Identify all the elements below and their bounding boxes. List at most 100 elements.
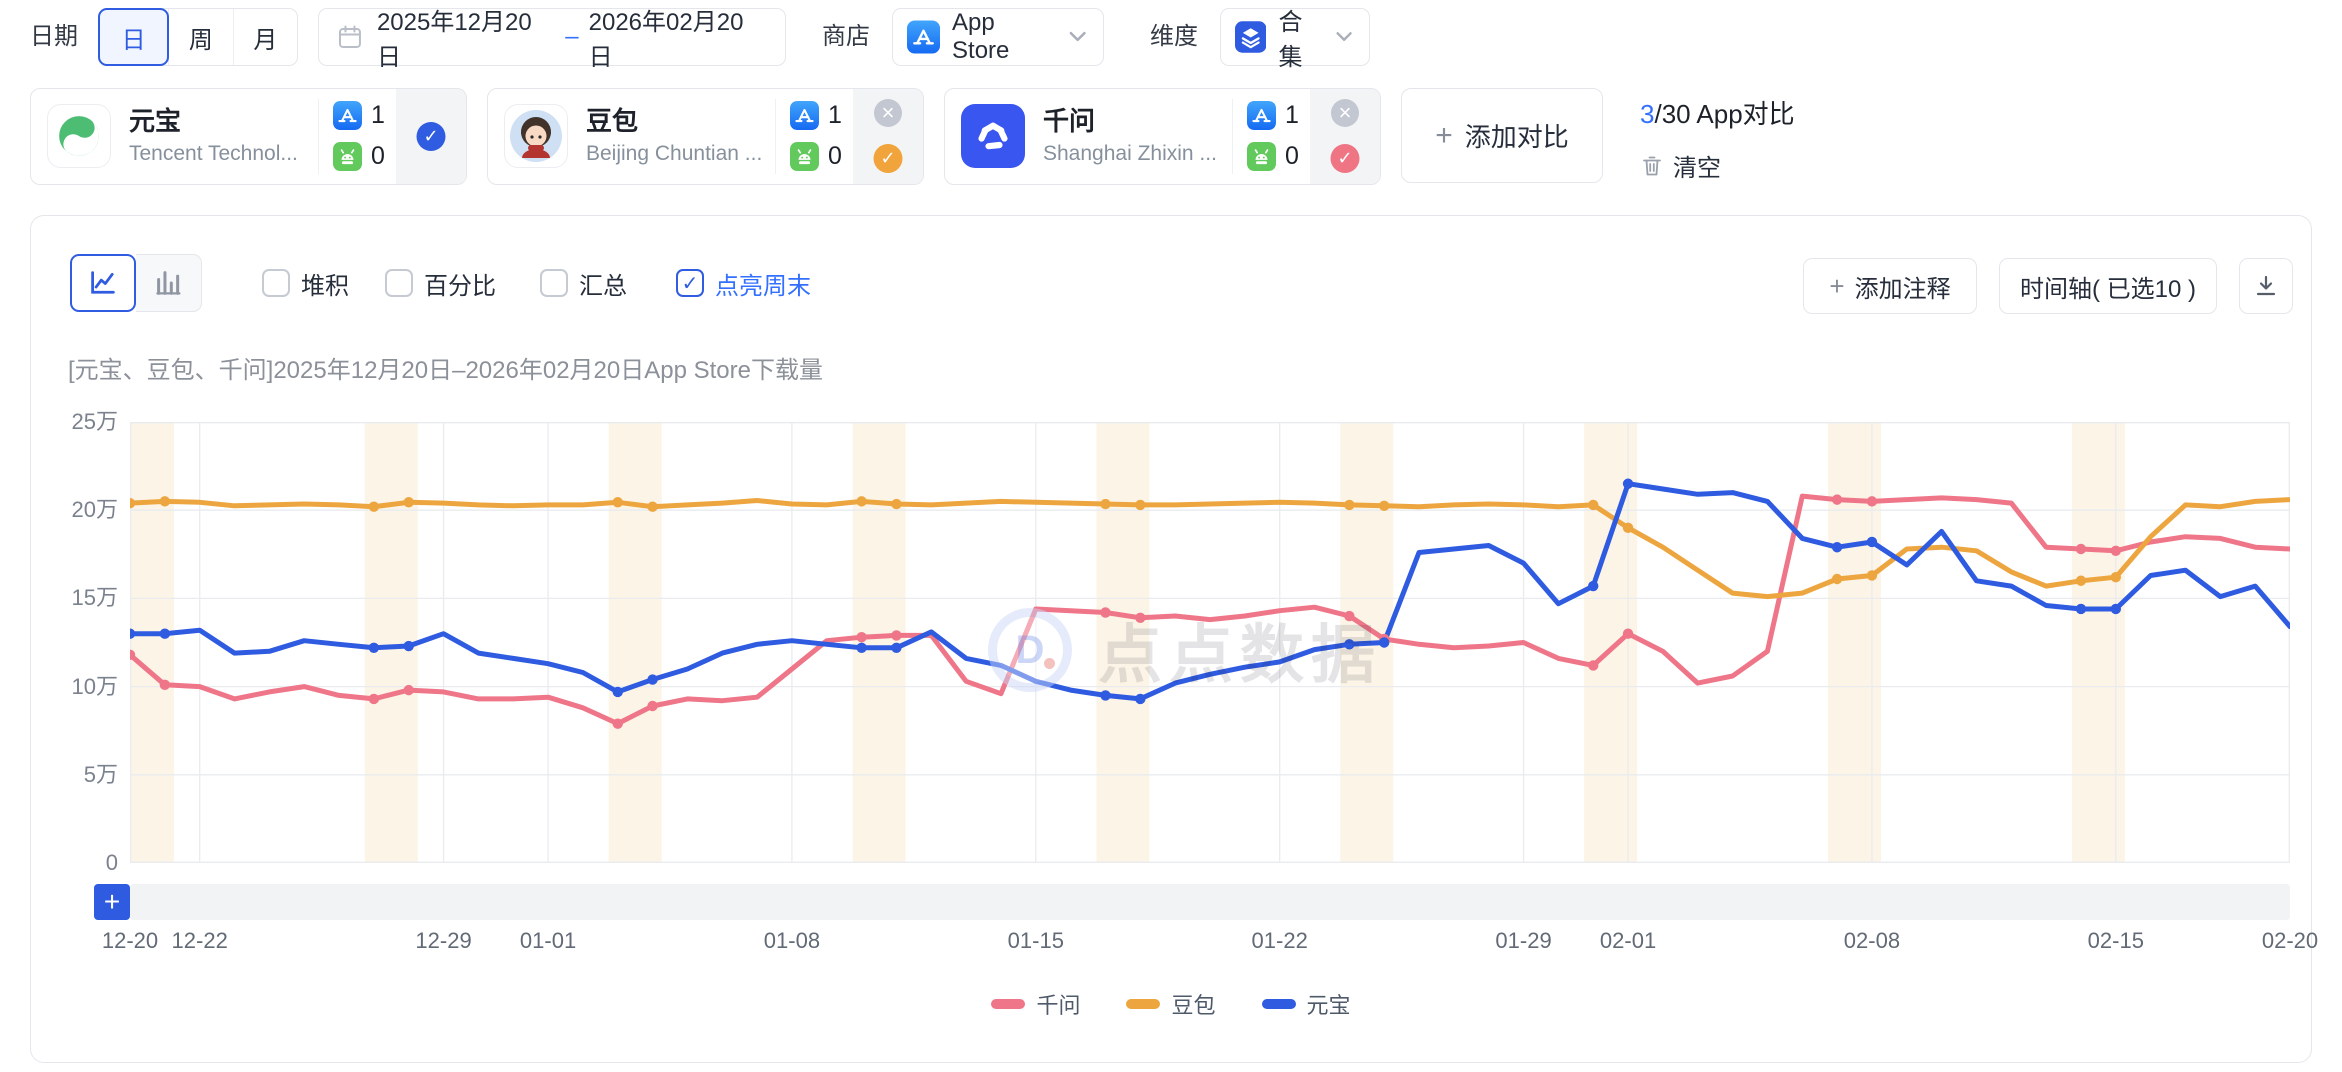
- store-select[interactable]: App Store: [892, 8, 1104, 66]
- data-point-元宝[interactable]: [1831, 542, 1843, 553]
- doubao-app-icon: [504, 104, 568, 168]
- data-point-元宝[interactable]: [1100, 690, 1111, 701]
- data-point-千问[interactable]: [368, 693, 380, 705]
- plot-area[interactable]: [130, 422, 2290, 863]
- data-point-千问[interactable]: [891, 630, 902, 641]
- x-tick-label: 02-15: [2087, 928, 2144, 953]
- data-point-元宝[interactable]: [891, 642, 902, 653]
- data-point-豆包[interactable]: [1100, 498, 1111, 510]
- x-tick-label: 02-01: [1599, 928, 1657, 953]
- data-point-豆包[interactable]: [130, 497, 136, 509]
- data-point-元宝[interactable]: [2110, 603, 2122, 615]
- data-point-元宝[interactable]: [159, 628, 171, 639]
- data-point-千问[interactable]: [159, 679, 171, 691]
- data-point-元宝[interactable]: [647, 674, 658, 685]
- app-card-yuanbao[interactable]: 元宝 Tencent Technol... 1 0 ✓: [30, 88, 467, 185]
- data-point-千问[interactable]: [1135, 612, 1146, 624]
- data-point-豆包[interactable]: [1344, 499, 1355, 511]
- data-point-豆包[interactable]: [2075, 575, 2087, 586]
- checkbox-percent[interactable]: 百分比: [385, 254, 496, 312]
- data-point-豆包[interactable]: [647, 501, 658, 512]
- data-point-千问[interactable]: [2110, 545, 2122, 556]
- data-point-豆包[interactable]: [1622, 522, 1634, 534]
- data-point-千问[interactable]: [1831, 494, 1843, 505]
- data-point-豆包[interactable]: [856, 496, 867, 507]
- legend-item-元宝[interactable]: 元宝: [1261, 988, 1351, 1020]
- download-button[interactable]: [2239, 258, 2293, 314]
- checkbox-stacked[interactable]: 堆积: [262, 254, 349, 312]
- add-annotation-button[interactable]: + 添加注释: [1803, 258, 1977, 314]
- data-point-千问[interactable]: [1866, 496, 1878, 507]
- series-line-元宝[interactable]: [130, 481, 2290, 702]
- ios-count: 1: [371, 101, 385, 129]
- checkbox-highlight-weekend[interactable]: ✓ 点亮周末: [676, 254, 811, 312]
- x-tick-label: 01-15: [1007, 928, 1064, 953]
- data-point-千问[interactable]: [1100, 607, 1111, 618]
- data-point-千问[interactable]: [1344, 610, 1355, 622]
- data-point-千问[interactable]: [1588, 660, 1599, 671]
- selected-check-icon[interactable]: ✓: [873, 144, 903, 173]
- checkbox-box-checked: ✓: [676, 269, 704, 297]
- data-point-豆包[interactable]: [1866, 570, 1878, 581]
- data-point-豆包[interactable]: [1378, 500, 1390, 511]
- legend-item-千问[interactable]: 千问: [991, 988, 1080, 1020]
- data-point-元宝[interactable]: [1344, 639, 1355, 650]
- selected-check-icon[interactable]: ✓: [1330, 144, 1360, 173]
- data-point-千问[interactable]: [130, 649, 136, 661]
- clear-all-button[interactable]: 清空: [1640, 148, 1721, 183]
- timeline-add-button[interactable]: +: [94, 884, 130, 920]
- selected-check-icon[interactable]: ✓: [416, 122, 446, 151]
- bar-chart-type-button[interactable]: [136, 254, 202, 312]
- data-point-千问[interactable]: [647, 700, 658, 712]
- legend-item-豆包[interactable]: 豆包: [1126, 988, 1216, 1020]
- data-point-元宝[interactable]: [130, 628, 136, 639]
- data-point-豆包[interactable]: [891, 498, 902, 510]
- date-range-picker[interactable]: 2025年12月20日 – 2026年02月20日: [318, 8, 786, 71]
- app-card-doubao[interactable]: 豆包 Beijing Chuntian ... 1 0 × ✓: [487, 88, 924, 185]
- data-point-元宝[interactable]: [1866, 536, 1878, 548]
- add-compare-label: 添加对比: [1464, 122, 1569, 152]
- data-point-豆包[interactable]: [2110, 572, 2122, 583]
- line-chart-type-button[interactable]: [70, 254, 136, 312]
- data-point-元宝[interactable]: [612, 686, 623, 698]
- data-point-千问[interactable]: [1622, 628, 1634, 639]
- data-point-元宝[interactable]: [368, 642, 380, 653]
- data-point-豆包[interactable]: [1831, 573, 1843, 585]
- downloads-line-chart[interactable]: [130, 422, 2290, 863]
- series-line-千问[interactable]: [130, 493, 2290, 727]
- weekend-band: [130, 422, 174, 863]
- data-point-元宝[interactable]: [1135, 693, 1146, 705]
- data-point-元宝[interactable]: [403, 640, 414, 652]
- x-tick-label: 02-08: [1843, 928, 1901, 953]
- data-point-元宝[interactable]: [856, 642, 867, 653]
- series-line-豆包[interactable]: [130, 497, 2290, 600]
- tab-day[interactable]: 日: [98, 8, 170, 66]
- dimension-select[interactable]: 合集: [1220, 8, 1370, 71]
- data-point-元宝[interactable]: [1622, 478, 1634, 489]
- data-point-千问[interactable]: [403, 684, 414, 696]
- data-point-元宝[interactable]: [1378, 637, 1390, 648]
- data-point-千问[interactable]: [612, 718, 623, 729]
- tab-month[interactable]: 月: [232, 9, 297, 65]
- app-name: 千问: [1043, 106, 1096, 136]
- checkbox-total[interactable]: 汇总: [540, 254, 627, 312]
- data-point-豆包[interactable]: [1135, 499, 1146, 511]
- data-point-豆包[interactable]: [368, 501, 380, 512]
- data-point-元宝[interactable]: [1588, 580, 1599, 592]
- app-card-qianwen[interactable]: 千问 Shanghai Zhixin ... 1 0 × ✓: [944, 88, 1381, 185]
- data-point-豆包[interactable]: [612, 497, 623, 508]
- tab-week[interactable]: 周: [168, 9, 232, 65]
- data-point-豆包[interactable]: [403, 497, 414, 508]
- data-point-元宝[interactable]: [2075, 603, 2087, 615]
- data-point-豆包[interactable]: [1588, 499, 1599, 511]
- timeline-scrollbar[interactable]: [130, 884, 2290, 920]
- android-count: 0: [1285, 142, 1299, 170]
- data-point-千问[interactable]: [856, 632, 867, 643]
- data-point-豆包[interactable]: [159, 496, 171, 507]
- plus-icon: +: [1829, 270, 1845, 301]
- timeline-button[interactable]: 时间轴( 已选10 ): [1999, 258, 2217, 314]
- add-compare-button[interactable]: + 添加对比: [1401, 88, 1603, 183]
- data-point-千问[interactable]: [2075, 543, 2087, 555]
- remove-app-icon[interactable]: ×: [1331, 99, 1359, 127]
- remove-app-icon[interactable]: ×: [874, 99, 902, 127]
